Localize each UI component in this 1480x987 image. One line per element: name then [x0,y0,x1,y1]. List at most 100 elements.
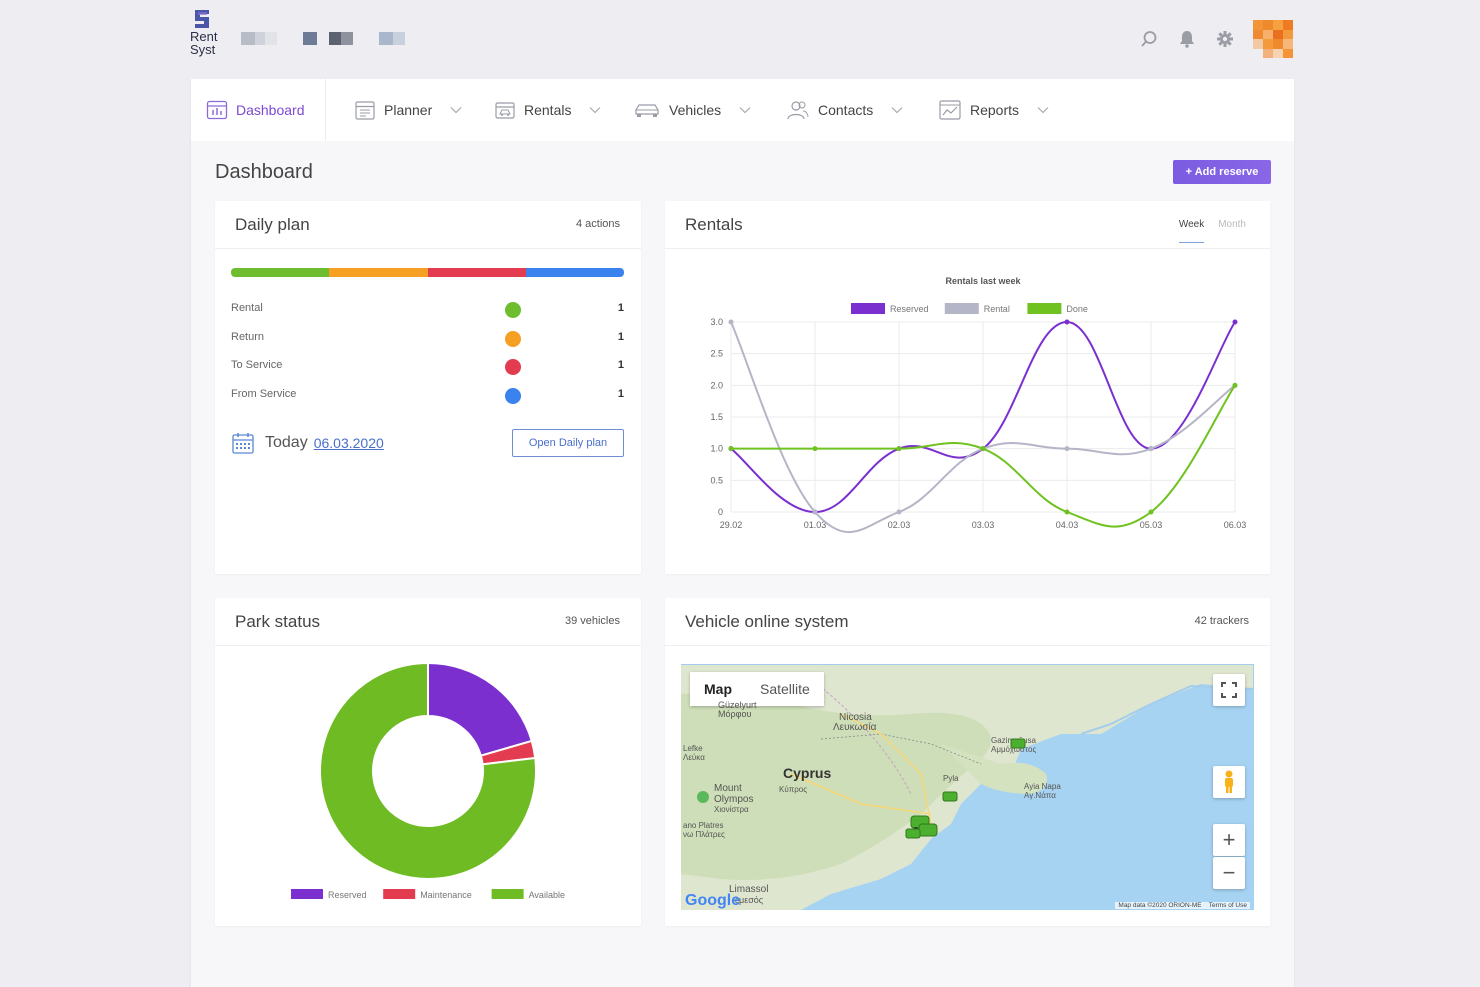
zoom-out-icon[interactable]: − [1213,857,1245,889]
nav-planner[interactable]: Planner [354,79,462,141]
plan-row-label: From Service [231,388,297,400]
map-label-lefka: Lefke [683,744,703,753]
map-label-nicosia: Nicosia [839,712,872,723]
chevron-down-icon [590,107,601,114]
today-label: Today [265,434,308,451]
plan-row-label: To Service [231,359,283,371]
nav-reports[interactable]: Reports [938,79,1049,141]
map-label-platres: ano Platres [683,821,724,830]
data-point [1064,446,1070,452]
vehicle-online-card: Vehicle online system 42 trackers Map Sa… [665,598,1270,926]
car-marker-icon[interactable] [905,828,921,839]
x-tick-label: 06.03 [1224,520,1247,530]
y-tick-label: 1.0 [710,444,723,454]
y-tick-label: 2.5 [710,349,723,359]
card-header: Daily plan 4 actions [215,201,641,249]
zoom-in-icon[interactable]: + [1213,824,1245,856]
legend-swatch [291,889,323,899]
chevron-down-icon [450,107,462,114]
nav-planner-label: Planner [384,102,433,118]
data-point [896,446,902,452]
card-header: Park status 39 vehicles [215,598,641,646]
daily-plan-card: Daily plan 4 actions Rental 1 Return 1 T… [215,201,641,574]
map-data-credit: Map data ©2020 ORION-ME [1118,902,1202,909]
open-daily-plan-button[interactable]: Open Daily plan [512,429,624,457]
map-label-cyprus: Cyprus [783,765,832,781]
x-tick-label: 01.03 [804,520,827,530]
plan-row-rental: Rental 1 [231,299,624,319]
plan-row-count: 1 [617,359,624,371]
car-icon [635,104,659,117]
x-tick-label: 29.02 [720,520,743,530]
plan-row-return: Return 1 [231,328,624,348]
legend-swatch [1027,303,1062,314]
map-label-mount: Mount [714,783,742,794]
fullscreen-icon[interactable] [1213,674,1245,706]
car-marker-icon[interactable] [942,791,958,802]
user-avatar[interactable] [1253,20,1293,58]
status-dot [505,388,521,404]
data-point [1064,319,1070,325]
map-view-button[interactable]: Map [690,672,746,706]
nav-vehicles[interactable]: Vehicles [633,79,751,141]
vehicle-markers [905,738,1026,839]
today-row: Today 06.03.2020 [231,431,384,455]
tab-month[interactable]: Month [1218,219,1246,230]
nav-contacts[interactable]: Contacts [786,79,903,141]
plan-row-to-service: To Service 1 [231,356,624,376]
data-point [728,446,734,452]
car-marker-icon[interactable] [918,823,938,837]
legend-label: Reserved [328,890,367,900]
plan-row-label: Return [231,331,265,343]
logo-text-line1: Rent [190,29,218,44]
main-panel: Dashboard Planner Rentals Vehicles Conta… [191,79,1294,987]
plan-row-count: 1 [617,388,624,400]
data-point [812,446,818,452]
tab-week[interactable]: Week [1178,219,1205,243]
y-tick-label: 0 [718,507,723,517]
daily-plan-progress-bar [231,268,624,277]
nav-rentals[interactable]: Rentals [494,79,601,141]
legend-label: Reserved [890,304,929,314]
vehicle-map[interactable]: Map Satellite Güzelyurt Μόρφου Nicosia Λ… [681,664,1254,910]
map-label-guzelyurt: Güzelyurt [718,700,757,710]
search-icon[interactable] [1139,29,1159,49]
legend-swatch [383,889,416,899]
data-point [896,509,902,515]
data-point [1232,382,1238,388]
y-tick-label: 2.0 [710,380,723,390]
pegman-icon[interactable] [1213,766,1245,798]
gear-icon[interactable] [1215,29,1235,49]
map-label-ayia-napa: Ayia Napa [1024,782,1061,791]
satellite-view-button[interactable]: Satellite [746,672,824,706]
data-point [1148,509,1154,515]
nav-dashboard[interactable]: Dashboard [191,79,326,141]
map-label-gaz-gr: Αμμόχωστος [991,745,1037,754]
data-point [1232,319,1238,325]
car-marker-icon[interactable] [1010,738,1026,749]
x-tick-label: 02.03 [888,520,911,530]
dashboard-icon [206,100,228,120]
top-placeholder-blocks [241,32,405,45]
nav-vehicles-label: Vehicles [669,102,722,118]
legend-label: Maintenance [420,890,472,900]
plan-row-count: 1 [617,302,624,314]
rentals-line-chart: Rentals last week Reserved Rental Done 0 0.5 1… [710,276,1247,533]
google-logo: Google [685,892,740,910]
plan-row-from-service: From Service 1 [231,385,624,405]
plan-bar-rental [231,268,330,277]
data-point [728,319,734,325]
terms-of-use-link[interactable]: Terms of Use [1208,902,1247,909]
data-point [1148,446,1154,452]
app-logo[interactable]: Rent Syst [190,8,230,56]
map-type-toggle: Map Satellite [690,672,824,706]
bell-icon[interactable] [1177,29,1197,49]
page-title: Dashboard [215,161,313,183]
tracker-count: 42 trackers [1194,615,1249,627]
today-date-link[interactable]: 06.03.2020 [313,435,384,451]
status-dot [505,302,521,318]
map-label-lefka-gr: Λεύκα [683,753,705,762]
card-header: Vehicle online system 42 trackers [665,598,1270,646]
add-reserve-button[interactable]: + Add reserve [1173,160,1271,184]
nav-contacts-label: Contacts [818,102,874,118]
